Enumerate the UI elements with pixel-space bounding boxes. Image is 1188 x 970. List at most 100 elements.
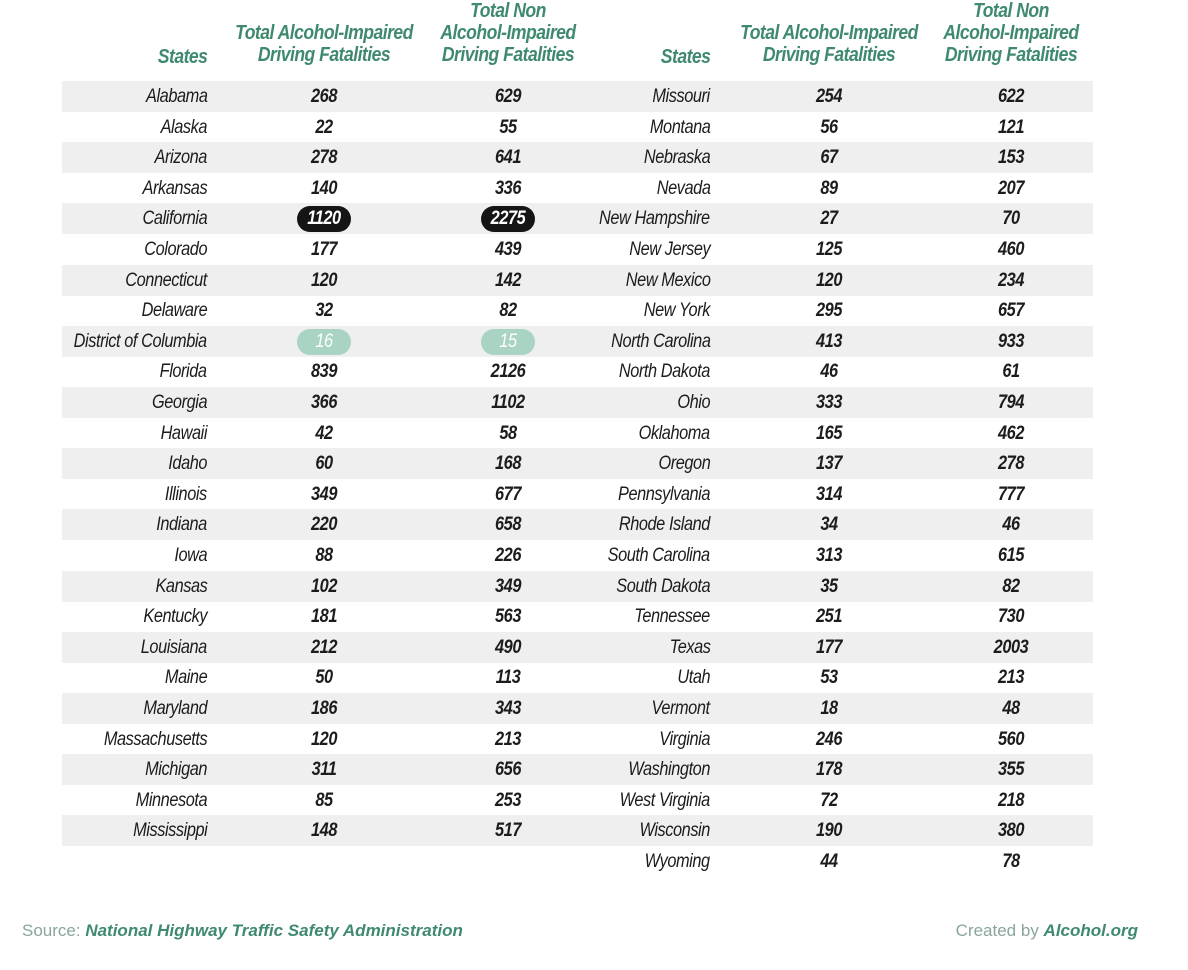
alcohol-value: 314 [816,484,842,505]
state-name: Vermont [651,698,711,719]
non-alcohol-value: 113 [495,667,521,688]
row-stripe [556,693,1093,724]
row-stripe [556,448,1093,479]
source-prefix: Source: [22,921,86,940]
state-name: Mississippi [132,820,208,841]
non-alcohol-value: 153 [998,147,1024,168]
row-stripe [556,632,1093,663]
alcohol-value: 120 [816,270,842,291]
non-alcohol-value: 462 [998,423,1024,444]
alcohol-value: 44 [820,851,838,872]
non-alcohol-value: 560 [998,729,1024,750]
non-alcohol-value: 615 [998,545,1024,566]
row-stripe [556,265,1093,296]
row-stripe [62,509,556,540]
state-name: Arkansas [142,178,207,199]
alcohol-value: 27 [820,208,838,229]
alcohol-value: 32 [315,300,333,321]
alcohol-value: 42 [315,423,333,444]
alcohol-value: 268 [311,86,337,107]
alcohol-value: 89 [820,178,838,199]
alcohol-value: 333 [816,392,842,413]
row-stripe [556,509,1093,540]
non-alcohol-value: 70 [1002,208,1020,229]
state-name: Missouri [652,86,711,107]
row-stripe [62,387,556,418]
header-states-right: States [660,46,710,68]
alcohol-value: 16 [315,331,333,352]
state-name: Colorado [144,239,207,260]
state-name: Connecticut [125,270,207,291]
non-alcohol-value: 355 [998,759,1024,780]
state-name: Idaho [168,453,207,474]
header-alcohol-left: Total Alcohol-Impaired Driving Fatalities [235,22,413,66]
non-alcohol-value: 380 [998,820,1024,841]
state-name: Washington [628,759,710,780]
non-alcohol-value: 2275 [490,208,526,229]
alcohol-value: 212 [311,637,337,658]
state-name: Virginia [659,729,710,750]
min-highlight-pill [481,329,535,355]
credit-name: Alcohol.org [1043,921,1138,940]
alcohol-value: 251 [816,606,842,627]
non-alcohol-value: 207 [998,178,1024,199]
alcohol-value: 137 [816,453,842,474]
non-alcohol-value: 82 [1002,576,1020,597]
non-alcohol-value: 933 [998,331,1024,352]
non-alcohol-value: 490 [495,637,521,658]
source-note: Source: National Highway Traffic Safety … [22,918,463,944]
alcohol-value: 311 [311,759,337,780]
header-states-left: States [157,46,207,68]
non-alcohol-value: 82 [499,300,517,321]
alcohol-value: 254 [816,86,842,107]
non-alcohol-value: 629 [495,86,521,107]
non-alcohol-value: 677 [495,484,521,505]
alcohol-value: 413 [816,331,842,352]
non-alcohol-value: 794 [998,392,1024,413]
header-alcohol-right: Total Alcohol-Impaired Driving Fatalities [740,22,918,66]
alcohol-value: 18 [820,698,838,719]
non-alcohol-value: 278 [998,453,1024,474]
row-stripe [556,142,1093,173]
max-highlight-pill [481,206,535,232]
state-name: Oregon [658,453,710,474]
alcohol-value: 278 [311,147,337,168]
state-name: Rhode Island [618,514,711,535]
state-name: Delaware [141,300,207,321]
row-stripe [62,448,556,479]
alcohol-value: 50 [315,667,333,688]
non-alcohol-value: 55 [499,117,517,138]
state-name: Nebraska [643,147,710,168]
credit-note: Created by Alcohol.org [956,918,1138,944]
non-alcohol-value: 439 [495,239,521,260]
alcohol-value: 125 [816,239,842,260]
alcohol-value: 165 [816,423,842,444]
state-name: Maine [164,667,208,688]
state-name: New Mexico [625,270,710,291]
alcohol-value: 102 [311,576,337,597]
row-stripe [62,632,556,663]
state-name: Nevada [656,178,710,199]
state-name: Kansas [155,576,207,597]
state-name: New Jersey [628,239,710,260]
alcohol-value: 53 [820,667,838,688]
state-name: Indiana [156,514,207,535]
alcohol-value: 178 [816,759,842,780]
max-highlight-pill [297,206,351,232]
state-name: Massachusetts [103,729,208,750]
state-name: South Carolina [607,545,711,566]
row-stripe [62,754,556,785]
alcohol-value: 1120 [307,208,341,229]
non-alcohol-value: 563 [495,606,521,627]
non-alcohol-value: 658 [495,514,521,535]
non-alcohol-value: 142 [495,270,521,291]
row-stripe [62,693,556,724]
alcohol-value: 88 [315,545,333,566]
non-alcohol-value: 226 [495,545,521,566]
header-non-alcohol-left: Total Non Alcohol-Impaired Driving Fatalit… [440,0,576,66]
state-name: District of Columbia [73,331,207,352]
non-alcohol-value: 213 [998,667,1024,688]
non-alcohol-value: 78 [1002,851,1020,872]
state-name: Wisconsin [639,820,711,841]
state-name: Louisiana [140,637,208,658]
